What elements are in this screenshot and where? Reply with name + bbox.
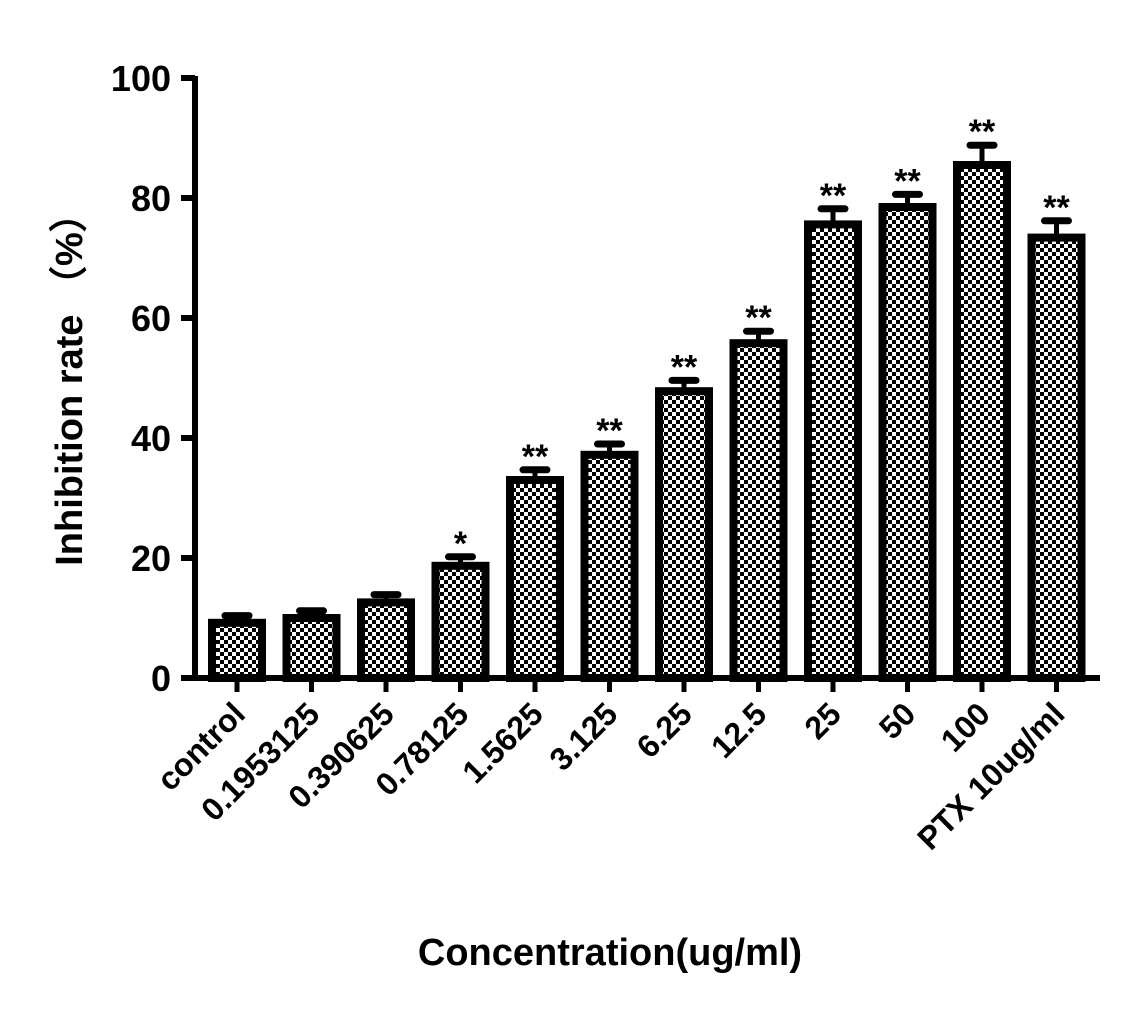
bar: [580, 450, 639, 682]
significance-marker: *: [454, 525, 468, 563]
significance-marker: **: [671, 348, 698, 386]
x-axis-label: Concentration(ug/ml): [418, 932, 802, 974]
y-tick-label: 60: [131, 298, 171, 339]
significance-marker: **: [1043, 189, 1070, 227]
x-tick-label: 1.5625: [455, 695, 550, 790]
x-tick-label: 50: [872, 695, 923, 746]
bar: [804, 220, 862, 682]
y-tick-label: 0: [151, 658, 171, 699]
x-tick-label: 12.5: [704, 695, 773, 764]
bar: [431, 561, 490, 682]
significance-marker: **: [969, 113, 996, 151]
y-axis-label: Inhibition rate （%）: [49, 194, 91, 566]
x-tick-label: 6.25: [629, 695, 698, 764]
bar: [729, 339, 788, 682]
x-tick-label: 100: [934, 695, 997, 758]
bar: [208, 618, 266, 682]
x-tick-label: 25: [797, 695, 848, 746]
significance-marker: **: [820, 177, 847, 215]
y-tick-label: 100: [111, 58, 171, 99]
bar: [655, 387, 713, 682]
bar: [878, 203, 937, 682]
bar: [282, 614, 341, 682]
significance-marker: **: [745, 299, 772, 337]
significance-marker: **: [522, 438, 549, 476]
bar: [953, 161, 1011, 682]
bars: *********** ******: [208, 113, 1086, 683]
bar: [506, 476, 564, 682]
significance-marker: **: [596, 412, 623, 450]
bar: [357, 598, 415, 683]
significance-marker: **: [894, 162, 921, 200]
y-tick-label: 80: [131, 178, 171, 219]
bar: [1027, 233, 1086, 682]
y-tick-label: 20: [131, 538, 171, 579]
y-tick-label: 40: [131, 418, 171, 459]
x-tick-label: 3.125: [542, 695, 624, 777]
